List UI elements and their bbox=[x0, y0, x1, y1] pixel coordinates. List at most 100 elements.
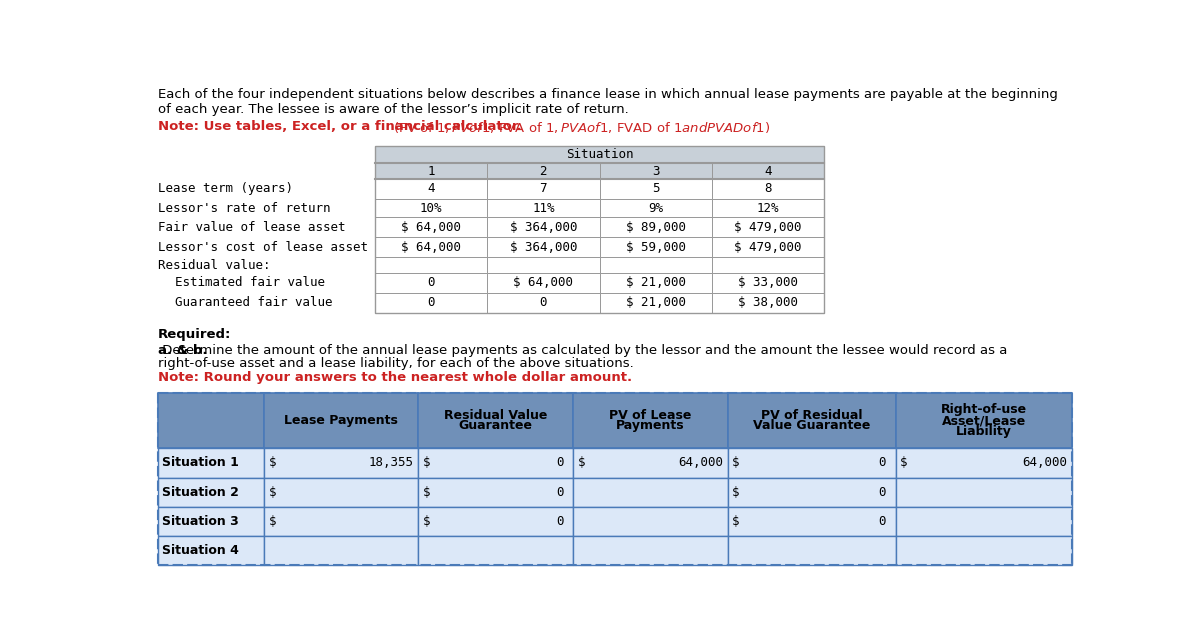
Text: Situation: Situation bbox=[565, 149, 634, 161]
Text: $: $ bbox=[269, 457, 276, 469]
Text: $: $ bbox=[424, 485, 431, 499]
Text: Determine the amount of the annual lease payments as calculated by the lessor an: Determine the amount of the annual lease… bbox=[157, 343, 1007, 357]
Text: 12%: 12% bbox=[757, 201, 779, 215]
Text: Asset/Lease: Asset/Lease bbox=[942, 414, 1026, 427]
Bar bbox=[374, 293, 487, 312]
Bar bbox=[574, 448, 727, 478]
Bar bbox=[374, 147, 824, 163]
Bar bbox=[374, 217, 487, 237]
Bar bbox=[419, 507, 574, 536]
Text: $: $ bbox=[424, 457, 431, 469]
Bar bbox=[727, 448, 895, 478]
Text: 10%: 10% bbox=[420, 201, 442, 215]
Bar bbox=[600, 257, 712, 273]
Text: 0: 0 bbox=[878, 457, 887, 469]
Bar bbox=[712, 179, 824, 199]
Text: $: $ bbox=[269, 485, 276, 499]
Bar bbox=[727, 536, 895, 565]
Text: $ 64,000: $ 64,000 bbox=[514, 276, 574, 289]
Text: $ 21,000: $ 21,000 bbox=[625, 276, 685, 289]
Text: 0: 0 bbox=[557, 515, 564, 528]
Text: $ 89,000: $ 89,000 bbox=[625, 221, 685, 234]
Bar bbox=[574, 393, 727, 448]
Bar bbox=[157, 393, 264, 448]
Text: $ 38,000: $ 38,000 bbox=[738, 296, 798, 309]
Bar bbox=[264, 507, 419, 536]
Bar bbox=[157, 448, 264, 478]
Text: $ 21,000: $ 21,000 bbox=[625, 296, 685, 309]
Bar bbox=[895, 393, 1073, 448]
Text: Residual Value: Residual Value bbox=[444, 409, 547, 422]
Text: 0: 0 bbox=[427, 276, 434, 289]
Bar bbox=[727, 507, 895, 536]
Text: $ 479,000: $ 479,000 bbox=[734, 221, 802, 234]
Bar bbox=[419, 536, 574, 565]
Text: 9%: 9% bbox=[648, 201, 664, 215]
Text: Situation 2: Situation 2 bbox=[162, 485, 239, 499]
Bar bbox=[712, 257, 824, 273]
Bar bbox=[157, 536, 264, 565]
Text: 5: 5 bbox=[652, 183, 660, 195]
Bar bbox=[264, 536, 419, 565]
Text: (FV of $1, PV of $1, FVA of $1, PVA of $1, FVAD of $1 and PVAD of $1): (FV of $1, PV of $1, FVA of $1, PVA of $… bbox=[389, 120, 770, 135]
Text: 0: 0 bbox=[557, 457, 564, 469]
Text: a. & b.: a. & b. bbox=[157, 343, 208, 357]
Bar bbox=[157, 478, 264, 507]
Bar bbox=[712, 273, 824, 293]
Bar bbox=[487, 163, 600, 179]
Text: $ 64,000: $ 64,000 bbox=[401, 241, 461, 254]
Text: 8: 8 bbox=[764, 183, 772, 195]
Bar bbox=[374, 163, 487, 179]
Bar bbox=[727, 478, 895, 507]
Text: $: $ bbox=[577, 457, 586, 469]
Text: $ 64,000: $ 64,000 bbox=[401, 221, 461, 234]
Bar bbox=[264, 393, 419, 448]
Text: 3: 3 bbox=[652, 165, 660, 177]
Text: 64,000: 64,000 bbox=[1022, 457, 1068, 469]
Text: $ 364,000: $ 364,000 bbox=[510, 241, 577, 254]
Text: 0: 0 bbox=[878, 515, 887, 528]
Bar bbox=[487, 257, 600, 273]
Text: of each year. The lessee is aware of the lessor’s implicit rate of return.: of each year. The lessee is aware of the… bbox=[157, 104, 629, 116]
Text: Lessor's rate of return: Lessor's rate of return bbox=[157, 201, 330, 215]
Bar bbox=[419, 448, 574, 478]
Text: $: $ bbox=[732, 457, 740, 469]
Bar bbox=[712, 237, 824, 257]
Bar bbox=[712, 293, 824, 312]
Text: Situation 1: Situation 1 bbox=[162, 457, 239, 469]
Bar bbox=[574, 536, 727, 565]
Bar bbox=[487, 293, 600, 312]
Text: Residual value:: Residual value: bbox=[157, 258, 270, 271]
Bar bbox=[374, 257, 487, 273]
Text: Guaranteed fair value: Guaranteed fair value bbox=[175, 296, 332, 309]
Text: 2: 2 bbox=[540, 165, 547, 177]
Bar bbox=[600, 199, 712, 217]
Text: 18,355: 18,355 bbox=[368, 457, 414, 469]
Text: Note: Use tables, Excel, or a financial calculator.: Note: Use tables, Excel, or a financial … bbox=[157, 120, 522, 133]
Bar bbox=[487, 199, 600, 217]
Text: 4: 4 bbox=[764, 165, 772, 177]
Text: 0: 0 bbox=[878, 485, 887, 499]
Bar bbox=[895, 478, 1073, 507]
Bar bbox=[600, 273, 712, 293]
Text: 64,000: 64,000 bbox=[678, 457, 724, 469]
Text: 7: 7 bbox=[540, 183, 547, 195]
Text: PV of Residual: PV of Residual bbox=[761, 409, 863, 422]
Bar bbox=[374, 273, 487, 293]
Bar bbox=[487, 273, 600, 293]
Text: $ 364,000: $ 364,000 bbox=[510, 221, 577, 234]
Text: 0: 0 bbox=[540, 296, 547, 309]
Bar bbox=[895, 507, 1073, 536]
Bar bbox=[712, 217, 824, 237]
Text: Lease Payments: Lease Payments bbox=[284, 414, 398, 427]
Bar bbox=[157, 507, 264, 536]
Bar bbox=[600, 237, 712, 257]
Bar bbox=[374, 237, 487, 257]
Bar bbox=[264, 448, 419, 478]
Text: $ 59,000: $ 59,000 bbox=[625, 241, 685, 254]
Bar bbox=[264, 478, 419, 507]
Bar bbox=[600, 293, 712, 312]
Text: $ 33,000: $ 33,000 bbox=[738, 276, 798, 289]
Text: Fair value of lease asset: Fair value of lease asset bbox=[157, 221, 346, 234]
Text: 0: 0 bbox=[557, 485, 564, 499]
